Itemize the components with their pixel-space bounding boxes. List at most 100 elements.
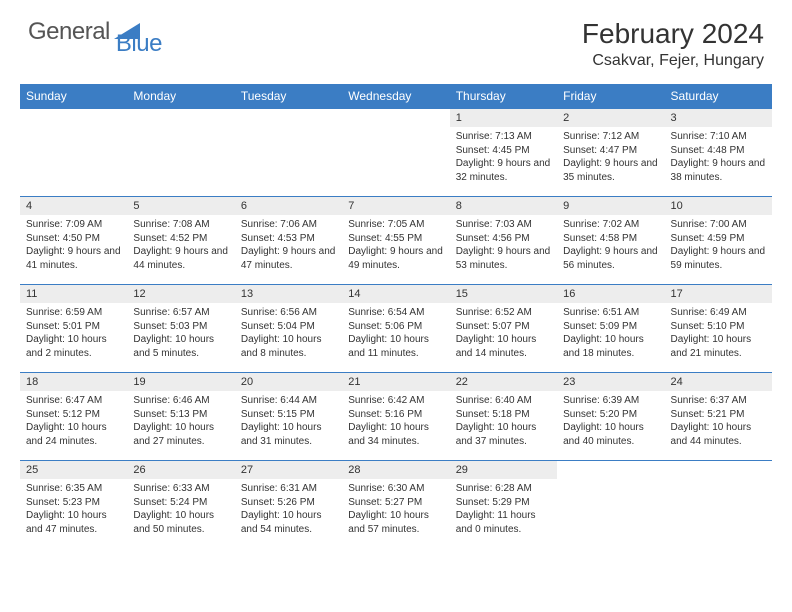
sunrise-text: Sunrise: 6:33 AM bbox=[133, 482, 228, 496]
page-header: General Blue February 2024 Csakvar, Feje… bbox=[0, 0, 792, 78]
day-data: Sunrise: 6:59 AMSunset: 5:01 PMDaylight:… bbox=[20, 303, 127, 364]
day-number: 15 bbox=[450, 285, 557, 303]
day-data: Sunrise: 6:49 AMSunset: 5:10 PMDaylight:… bbox=[665, 303, 772, 364]
daylight-text: Daylight: 10 hours and 47 minutes. bbox=[26, 509, 121, 536]
day-data: Sunrise: 6:57 AMSunset: 5:03 PMDaylight:… bbox=[127, 303, 234, 364]
sunrise-text: Sunrise: 6:51 AM bbox=[563, 306, 658, 320]
day-number: 5 bbox=[127, 197, 234, 215]
day-data: Sunrise: 7:13 AMSunset: 4:45 PMDaylight:… bbox=[450, 127, 557, 188]
day-data: Sunrise: 6:33 AMSunset: 5:24 PMDaylight:… bbox=[127, 479, 234, 540]
sunrise-text: Sunrise: 6:46 AM bbox=[133, 394, 228, 408]
sunset-text: Sunset: 5:26 PM bbox=[241, 496, 336, 510]
calendar-day-cell: 8Sunrise: 7:03 AMSunset: 4:56 PMDaylight… bbox=[450, 197, 557, 285]
day-data: Sunrise: 6:52 AMSunset: 5:07 PMDaylight:… bbox=[450, 303, 557, 364]
daylight-text: Daylight: 10 hours and 24 minutes. bbox=[26, 421, 121, 448]
sunset-text: Sunset: 5:23 PM bbox=[26, 496, 121, 510]
logo-word-general: General bbox=[28, 18, 110, 46]
calendar-day-cell: 7Sunrise: 7:05 AMSunset: 4:55 PMDaylight… bbox=[342, 197, 449, 285]
calendar-day-cell: 21Sunrise: 6:42 AMSunset: 5:16 PMDayligh… bbox=[342, 373, 449, 461]
weekday-header: Monday bbox=[127, 84, 234, 109]
day-number: 23 bbox=[557, 373, 664, 391]
sunrise-text: Sunrise: 6:49 AM bbox=[671, 306, 766, 320]
sunset-text: Sunset: 5:15 PM bbox=[241, 408, 336, 422]
daylight-text: Daylight: 10 hours and 50 minutes. bbox=[133, 509, 228, 536]
day-data: Sunrise: 6:56 AMSunset: 5:04 PMDaylight:… bbox=[235, 303, 342, 364]
calendar-day-cell: 16Sunrise: 6:51 AMSunset: 5:09 PMDayligh… bbox=[557, 285, 664, 373]
day-data: Sunrise: 6:30 AMSunset: 5:27 PMDaylight:… bbox=[342, 479, 449, 540]
day-number bbox=[235, 109, 342, 127]
day-number: 20 bbox=[235, 373, 342, 391]
sunset-text: Sunset: 5:12 PM bbox=[26, 408, 121, 422]
sunset-text: Sunset: 5:03 PM bbox=[133, 320, 228, 334]
day-number bbox=[665, 461, 772, 479]
calendar-day-cell: 28Sunrise: 6:30 AMSunset: 5:27 PMDayligh… bbox=[342, 461, 449, 549]
sunset-text: Sunset: 4:45 PM bbox=[456, 144, 551, 158]
sunrise-text: Sunrise: 7:09 AM bbox=[26, 218, 121, 232]
day-data: Sunrise: 6:42 AMSunset: 5:16 PMDaylight:… bbox=[342, 391, 449, 452]
calendar-day-cell: 25Sunrise: 6:35 AMSunset: 5:23 PMDayligh… bbox=[20, 461, 127, 549]
daylight-text: Daylight: 10 hours and 27 minutes. bbox=[133, 421, 228, 448]
day-data: Sunrise: 6:28 AMSunset: 5:29 PMDaylight:… bbox=[450, 479, 557, 540]
weekday-header: Friday bbox=[557, 84, 664, 109]
sunrise-text: Sunrise: 7:06 AM bbox=[241, 218, 336, 232]
sunrise-text: Sunrise: 6:40 AM bbox=[456, 394, 551, 408]
calendar-week-row: 1Sunrise: 7:13 AMSunset: 4:45 PMDaylight… bbox=[20, 109, 772, 197]
daylight-text: Daylight: 10 hours and 34 minutes. bbox=[348, 421, 443, 448]
daylight-text: Daylight: 10 hours and 44 minutes. bbox=[671, 421, 766, 448]
day-number: 26 bbox=[127, 461, 234, 479]
weekday-header: Sunday bbox=[20, 84, 127, 109]
sunrise-text: Sunrise: 6:54 AM bbox=[348, 306, 443, 320]
sunrise-text: Sunrise: 6:37 AM bbox=[671, 394, 766, 408]
calendar-day-cell: 12Sunrise: 6:57 AMSunset: 5:03 PMDayligh… bbox=[127, 285, 234, 373]
sunrise-text: Sunrise: 6:31 AM bbox=[241, 482, 336, 496]
weekday-header: Wednesday bbox=[342, 84, 449, 109]
sunrise-text: Sunrise: 6:28 AM bbox=[456, 482, 551, 496]
day-data: Sunrise: 7:06 AMSunset: 4:53 PMDaylight:… bbox=[235, 215, 342, 276]
day-data: Sunrise: 6:51 AMSunset: 5:09 PMDaylight:… bbox=[557, 303, 664, 364]
sunrise-text: Sunrise: 7:12 AM bbox=[563, 130, 658, 144]
daylight-text: Daylight: 10 hours and 40 minutes. bbox=[563, 421, 658, 448]
daylight-text: Daylight: 10 hours and 18 minutes. bbox=[563, 333, 658, 360]
day-number: 19 bbox=[127, 373, 234, 391]
calendar-day-cell: 3Sunrise: 7:10 AMSunset: 4:48 PMDaylight… bbox=[665, 109, 772, 197]
calendar-day-cell: 29Sunrise: 6:28 AMSunset: 5:29 PMDayligh… bbox=[450, 461, 557, 549]
day-number: 11 bbox=[20, 285, 127, 303]
calendar-day-cell bbox=[127, 109, 234, 197]
calendar-day-cell: 19 Sunrise: 6:46 AMSunset: 5:13 PMDayligh… bbox=[127, 373, 234, 461]
calendar-day-cell: 6Sunrise: 7:06 AMSunset: 4:53 PMDaylight… bbox=[235, 197, 342, 285]
sunrise-text: Sunrise: 7:02 AM bbox=[563, 218, 658, 232]
day-data: Sunrise: 7:05 AMSunset: 4:55 PMDaylight:… bbox=[342, 215, 449, 276]
daylight-text: Daylight: 10 hours and 14 minutes. bbox=[456, 333, 551, 360]
daylight-text: Daylight: 10 hours and 5 minutes. bbox=[133, 333, 228, 360]
calendar-day-cell: 18Sunrise: 6:47 AMSunset: 5:12 PMDayligh… bbox=[20, 373, 127, 461]
day-data: Sunrise: 7:00 AMSunset: 4:59 PMDaylight:… bbox=[665, 215, 772, 276]
daylight-text: Daylight: 9 hours and 49 minutes. bbox=[348, 245, 443, 272]
calendar-week-row: 4Sunrise: 7:09 AMSunset: 4:50 PMDaylight… bbox=[20, 197, 772, 285]
daylight-text: Daylight: 10 hours and 21 minutes. bbox=[671, 333, 766, 360]
sunrise-text: Sunrise: 6:44 AM bbox=[241, 394, 336, 408]
daylight-text: Daylight: 9 hours and 35 minutes. bbox=[563, 157, 658, 184]
sunset-text: Sunset: 5:07 PM bbox=[456, 320, 551, 334]
calendar-day-cell bbox=[557, 461, 664, 549]
daylight-text: Daylight: 9 hours and 41 minutes. bbox=[26, 245, 121, 272]
calendar-day-cell: 15Sunrise: 6:52 AMSunset: 5:07 PMDayligh… bbox=[450, 285, 557, 373]
sunset-text: Sunset: 5:13 PM bbox=[133, 408, 228, 422]
daylight-text: Daylight: 10 hours and 37 minutes. bbox=[456, 421, 551, 448]
day-data: Sunrise: 7:12 AMSunset: 4:47 PMDaylight:… bbox=[557, 127, 664, 188]
day-number: 24 bbox=[665, 373, 772, 391]
sunset-text: Sunset: 5:20 PM bbox=[563, 408, 658, 422]
day-number: 17 bbox=[665, 285, 772, 303]
calendar-day-cell: 14Sunrise: 6:54 AMSunset: 5:06 PMDayligh… bbox=[342, 285, 449, 373]
sunset-text: Sunset: 5:10 PM bbox=[671, 320, 766, 334]
daylight-text: Daylight: 9 hours and 56 minutes. bbox=[563, 245, 658, 272]
sunrise-text: Sunrise: 7:10 AM bbox=[671, 130, 766, 144]
calendar-body: 1Sunrise: 7:13 AMSunset: 4:45 PMDaylight… bbox=[20, 109, 772, 549]
sunset-text: Sunset: 5:06 PM bbox=[348, 320, 443, 334]
day-number: 4 bbox=[20, 197, 127, 215]
calendar-week-row: 11Sunrise: 6:59 AMSunset: 5:01 PMDayligh… bbox=[20, 285, 772, 373]
sunset-text: Sunset: 4:56 PM bbox=[456, 232, 551, 246]
calendar-day-cell: 5Sunrise: 7:08 AMSunset: 4:52 PMDaylight… bbox=[127, 197, 234, 285]
weekday-header: Saturday bbox=[665, 84, 772, 109]
day-data: Sunrise: 7:09 AMSunset: 4:50 PMDaylight:… bbox=[20, 215, 127, 276]
daylight-text: Daylight: 9 hours and 53 minutes. bbox=[456, 245, 551, 272]
